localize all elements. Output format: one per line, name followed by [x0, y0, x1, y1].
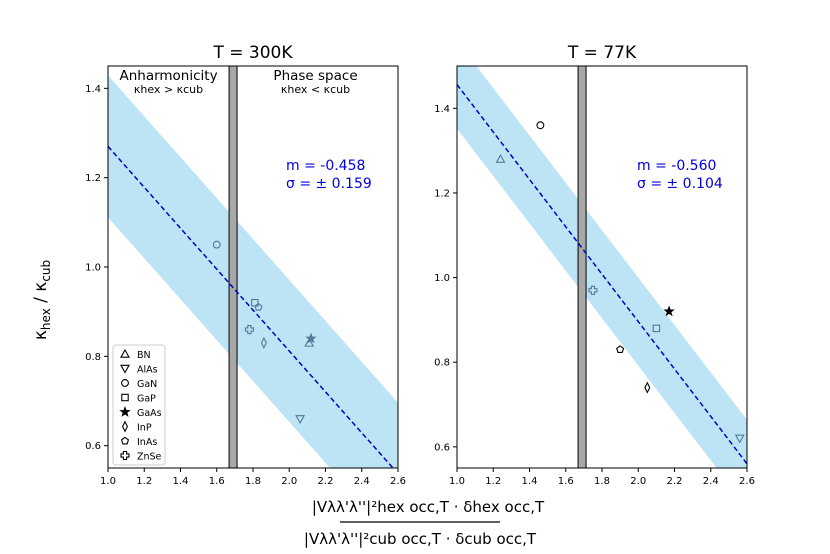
legend-label-gaas: GaAs: [137, 408, 162, 419]
y-tick-label: 1.2: [434, 188, 450, 199]
point-znse: [244, 324, 254, 335]
legend-marker-znse: [120, 450, 130, 461]
x-tick-label: 1.4: [522, 476, 538, 487]
legend-marker-gan: [121, 379, 129, 387]
x-label-numerator: |Vλλ'λ''|²hex occ,T · δhex occ,T: [312, 498, 545, 516]
y-axis-label: κhex / κcub: [31, 260, 53, 340]
x-tick-label: 1.0: [449, 476, 465, 487]
y-tick-label: 0.8: [434, 358, 450, 369]
legend-marker-inp: [121, 420, 129, 433]
x-tick-label: 2.4: [703, 476, 719, 487]
legend-marker-inas: [120, 436, 130, 445]
point-inas: [616, 345, 625, 353]
x-label-denominator: |Vλλ'λ''|²cub occ,T · δcub occ,T: [304, 530, 537, 548]
annotation-slope: m = -0.458: [286, 158, 365, 174]
annotation-slope: m = -0.560: [637, 158, 716, 174]
plot-area: [108, 66, 398, 468]
x-tick-label: 1.2: [485, 476, 501, 487]
y-tick-label: 1.4: [434, 104, 450, 115]
legend-marker-alas: [120, 364, 130, 374]
point-inp: [260, 336, 267, 349]
point-bn: [304, 337, 315, 347]
panel-title: T = 77K: [567, 43, 637, 63]
x-tick-label: 1.6: [209, 476, 225, 487]
point-alas: [734, 434, 745, 444]
x-tick-label: 2.6: [739, 476, 755, 487]
point-gaas: [305, 332, 317, 344]
plot-area: [457, 66, 747, 468]
region-right-sub: κhex < κcub: [281, 83, 350, 96]
point-inas: [254, 302, 263, 311]
panel-77k: 1.0 1.2 1.4 1.6 1.8 2.0 2.2 2.4 2.6 0.6 0.8 1.0 1.2 1…: [434, 43, 755, 487]
point-alas: [295, 415, 306, 424]
point-znse: [588, 285, 598, 295]
fit-line: [108, 145, 394, 468]
region-left-sub: κhex > κcub: [134, 83, 203, 96]
legend-marker-gaas: [119, 405, 131, 417]
y-tick-label: 1.0: [434, 273, 450, 284]
confidence-band: [108, 75, 398, 468]
legend-box: [112, 344, 166, 466]
x-tick-label: 1.8: [594, 476, 610, 487]
y-tick-label: 0.6: [434, 442, 450, 453]
x-tick-label: 2.0: [630, 476, 646, 487]
y-tick-label: 1.4: [85, 84, 101, 95]
region-right-title: Phase space: [273, 68, 357, 84]
x-tick-label: 1.0: [100, 476, 116, 487]
point-bn: [495, 153, 506, 163]
y-tick-label: 1.2: [85, 173, 101, 184]
y-tick-label: 0.6: [85, 441, 101, 452]
x-tick-label: 2.2: [318, 476, 334, 487]
annotation-sigma: σ = ± 0.159: [286, 176, 372, 192]
x-tick-label: 1.4: [173, 476, 189, 487]
x-tick-label: 1.2: [136, 476, 152, 487]
x-tick-label: 2.6: [390, 476, 406, 487]
x-tick-label: 2.2: [667, 476, 683, 487]
point-gan: [536, 121, 545, 130]
x-axis-label: |Vλλ'λ''|²hex occ,T · δhex occ,T |Vλλ'λ'…: [304, 498, 545, 548]
divider-bar: [577, 66, 587, 468]
divider-bar: [228, 66, 238, 468]
x-tick-label: 2.4: [354, 476, 370, 487]
panel-title: T = 300K: [212, 43, 293, 63]
legend: BN AlAs GaN GaP GaAs InP InAs ZnSe: [112, 344, 166, 466]
confidence-band: [457, 66, 747, 468]
legend-label-gan: GaN: [137, 379, 157, 390]
legend-label-alas: AlAs: [137, 365, 158, 376]
legend-label-bn: BN: [137, 350, 151, 361]
point-gan: [212, 240, 221, 249]
point-gaas: [663, 305, 675, 317]
legend-label-inas: InAs: [137, 437, 157, 448]
legend-label-znse: ZnSe: [137, 452, 162, 463]
legend-label-inp: InP: [137, 423, 152, 434]
x-tick-label: 1.8: [245, 476, 261, 487]
legend-marker-gap: [121, 393, 129, 402]
panel-300k: 1.0 1.2 1.4 1.6 1.8 2.0 2.2 2.4 2.6 0.6 0.8 1.0 1.2 1…: [85, 43, 406, 487]
annotation-sigma: σ = ± 0.104: [637, 176, 723, 192]
legend-label-gap: GaP: [137, 394, 156, 405]
region-left-title: Anharmonicity: [119, 68, 217, 84]
legend-marker-bn: [120, 348, 130, 358]
y-tick-label: 0.8: [85, 352, 101, 363]
y-tick-label: 1.0: [85, 263, 101, 274]
x-tick-label: 1.6: [558, 476, 574, 487]
point-inp: [644, 381, 651, 394]
x-tick-label: 2.0: [281, 476, 297, 487]
point-gap: [652, 324, 661, 333]
